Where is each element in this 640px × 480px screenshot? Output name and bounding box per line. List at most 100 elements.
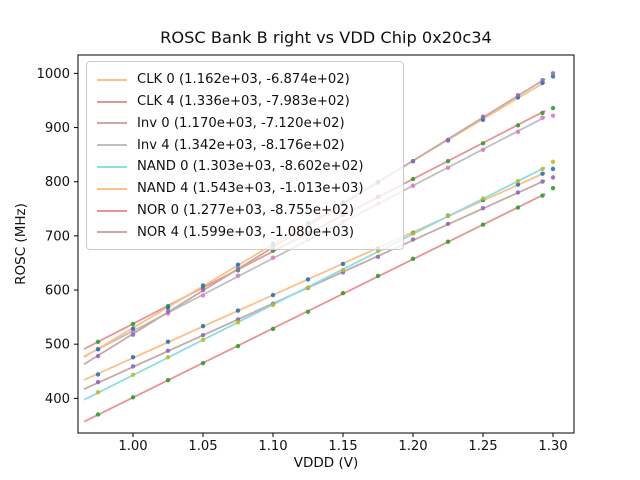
legend-item-inv-4: Inv 4 (1.342e+03, -8.176e+02) <box>95 134 395 156</box>
data-point <box>410 237 416 242</box>
fit-line-nand-0 <box>83 166 546 401</box>
fit-line-clk-0 <box>83 171 546 381</box>
data-point <box>305 309 311 315</box>
legend-line-sample <box>97 78 127 81</box>
data-point-final <box>550 159 556 165</box>
x-tick-label: 1.10 <box>258 439 287 454</box>
data-point <box>480 222 486 227</box>
legend-line-sample <box>97 144 127 147</box>
data-point <box>95 379 101 385</box>
data-point <box>270 255 276 260</box>
y-tick-label: 900 <box>45 121 70 136</box>
data-point <box>270 302 276 308</box>
y-tick-label: 500 <box>45 338 70 353</box>
data-point-final <box>550 166 556 172</box>
data-point <box>130 354 136 360</box>
legend-item-clk-0: CLK 0 (1.162e+03, -6.874e+02) <box>95 69 395 91</box>
data-point <box>95 339 101 345</box>
legend-label: NAND 0 (1.303e+03, -8.602e+02) <box>137 159 364 175</box>
x-tick-label: 1.20 <box>398 439 427 454</box>
legend-item-nor-0: NOR 0 (1.277e+03, -8.755e+02) <box>95 200 395 222</box>
y-tick-label: 1000 <box>36 67 70 82</box>
data-point <box>515 190 521 195</box>
axes: 1.00 1.05 1.10 1.15 1.20 1.25 1.30 400 500 600 700… <box>36 54 575 454</box>
data-point <box>375 254 381 260</box>
data-point <box>200 283 206 288</box>
data-point <box>235 266 241 271</box>
data-point <box>410 183 416 189</box>
data-point <box>515 92 521 98</box>
data-point <box>445 221 451 227</box>
data-point <box>445 239 451 244</box>
data-point <box>270 292 276 298</box>
legend-label: Inv 4 (1.342e+03, -8.176e+02) <box>137 137 345 153</box>
legend-item-inv-0: Inv 0 (1.170e+03, -7.120e+02) <box>95 113 395 135</box>
data-point <box>445 137 451 143</box>
legend-label: CLK 4 (1.336e+03, -7.983e+02) <box>137 94 350 110</box>
data-point-final <box>550 71 556 76</box>
data-point <box>165 378 171 383</box>
data-point <box>540 115 545 120</box>
data-point-final <box>550 105 556 111</box>
legend-line-sample <box>97 209 127 212</box>
data-point <box>540 78 545 83</box>
data-point <box>235 273 241 278</box>
fit-line-inv-0 <box>83 179 546 390</box>
data-point-final <box>550 74 556 79</box>
data-point <box>340 267 346 273</box>
data-point <box>95 372 101 377</box>
data-point <box>235 317 241 322</box>
legend-label: NOR 4 (1.599e+03, -1.080e+03) <box>137 224 355 240</box>
data-point <box>305 277 311 282</box>
data-point <box>200 332 206 338</box>
y-tick-label: 400 <box>45 392 70 407</box>
data-point <box>540 166 545 172</box>
data-point <box>480 114 486 119</box>
data-point-final <box>550 113 556 118</box>
data-point <box>165 348 171 353</box>
data-point <box>540 110 545 116</box>
data-point <box>95 412 101 417</box>
legend-label: Inv 0 (1.170e+03, -7.120e+02) <box>137 115 345 131</box>
data-point <box>480 196 486 201</box>
data-point <box>540 193 545 198</box>
data-point <box>410 231 416 236</box>
data-point <box>130 364 136 369</box>
data-point <box>515 205 521 210</box>
points-nor-0 <box>95 185 556 417</box>
legend-line-sample <box>97 187 127 190</box>
data-point <box>515 123 521 128</box>
data-point <box>480 205 486 211</box>
legend-line-sample <box>97 122 127 125</box>
legend-item-clk-4: CLK 4 (1.336e+03, -7.983e+02) <box>95 91 395 113</box>
data-point <box>165 355 171 360</box>
fit-line-nor-0 <box>83 193 546 423</box>
data-point <box>340 261 346 267</box>
legend-label: NAND 4 (1.543e+03, -1.013e+03) <box>137 181 364 197</box>
data-point <box>515 129 521 135</box>
data-point <box>480 117 486 122</box>
data-point <box>270 326 276 332</box>
data-point <box>200 323 206 329</box>
data-point <box>445 165 451 171</box>
legend-line-sample <box>97 166 127 169</box>
data-point <box>540 179 545 184</box>
data-point <box>95 353 101 359</box>
y-tick-label: 600 <box>45 284 70 299</box>
data-point <box>480 147 486 153</box>
data-point <box>165 339 171 344</box>
data-point <box>235 320 241 325</box>
data-point <box>480 141 486 146</box>
x-tick-label: 1.30 <box>538 439 567 454</box>
data-point-final <box>550 185 556 191</box>
legend-item-nand-4: NAND 4 (1.543e+03, -1.013e+03) <box>95 178 395 200</box>
data-point <box>200 337 206 343</box>
chart-title: ROSC Bank B right vs VDD Chip 0x20c34 <box>160 28 492 47</box>
data-point <box>200 360 206 366</box>
x-tick-label: 1.00 <box>118 439 147 454</box>
legend-label: CLK 0 (1.162e+03, -6.874e+02) <box>137 72 350 88</box>
data-point <box>200 293 206 298</box>
data-point <box>235 262 241 267</box>
legend-item-nor-4: NOR 4 (1.599e+03, -1.080e+03) <box>95 222 395 244</box>
